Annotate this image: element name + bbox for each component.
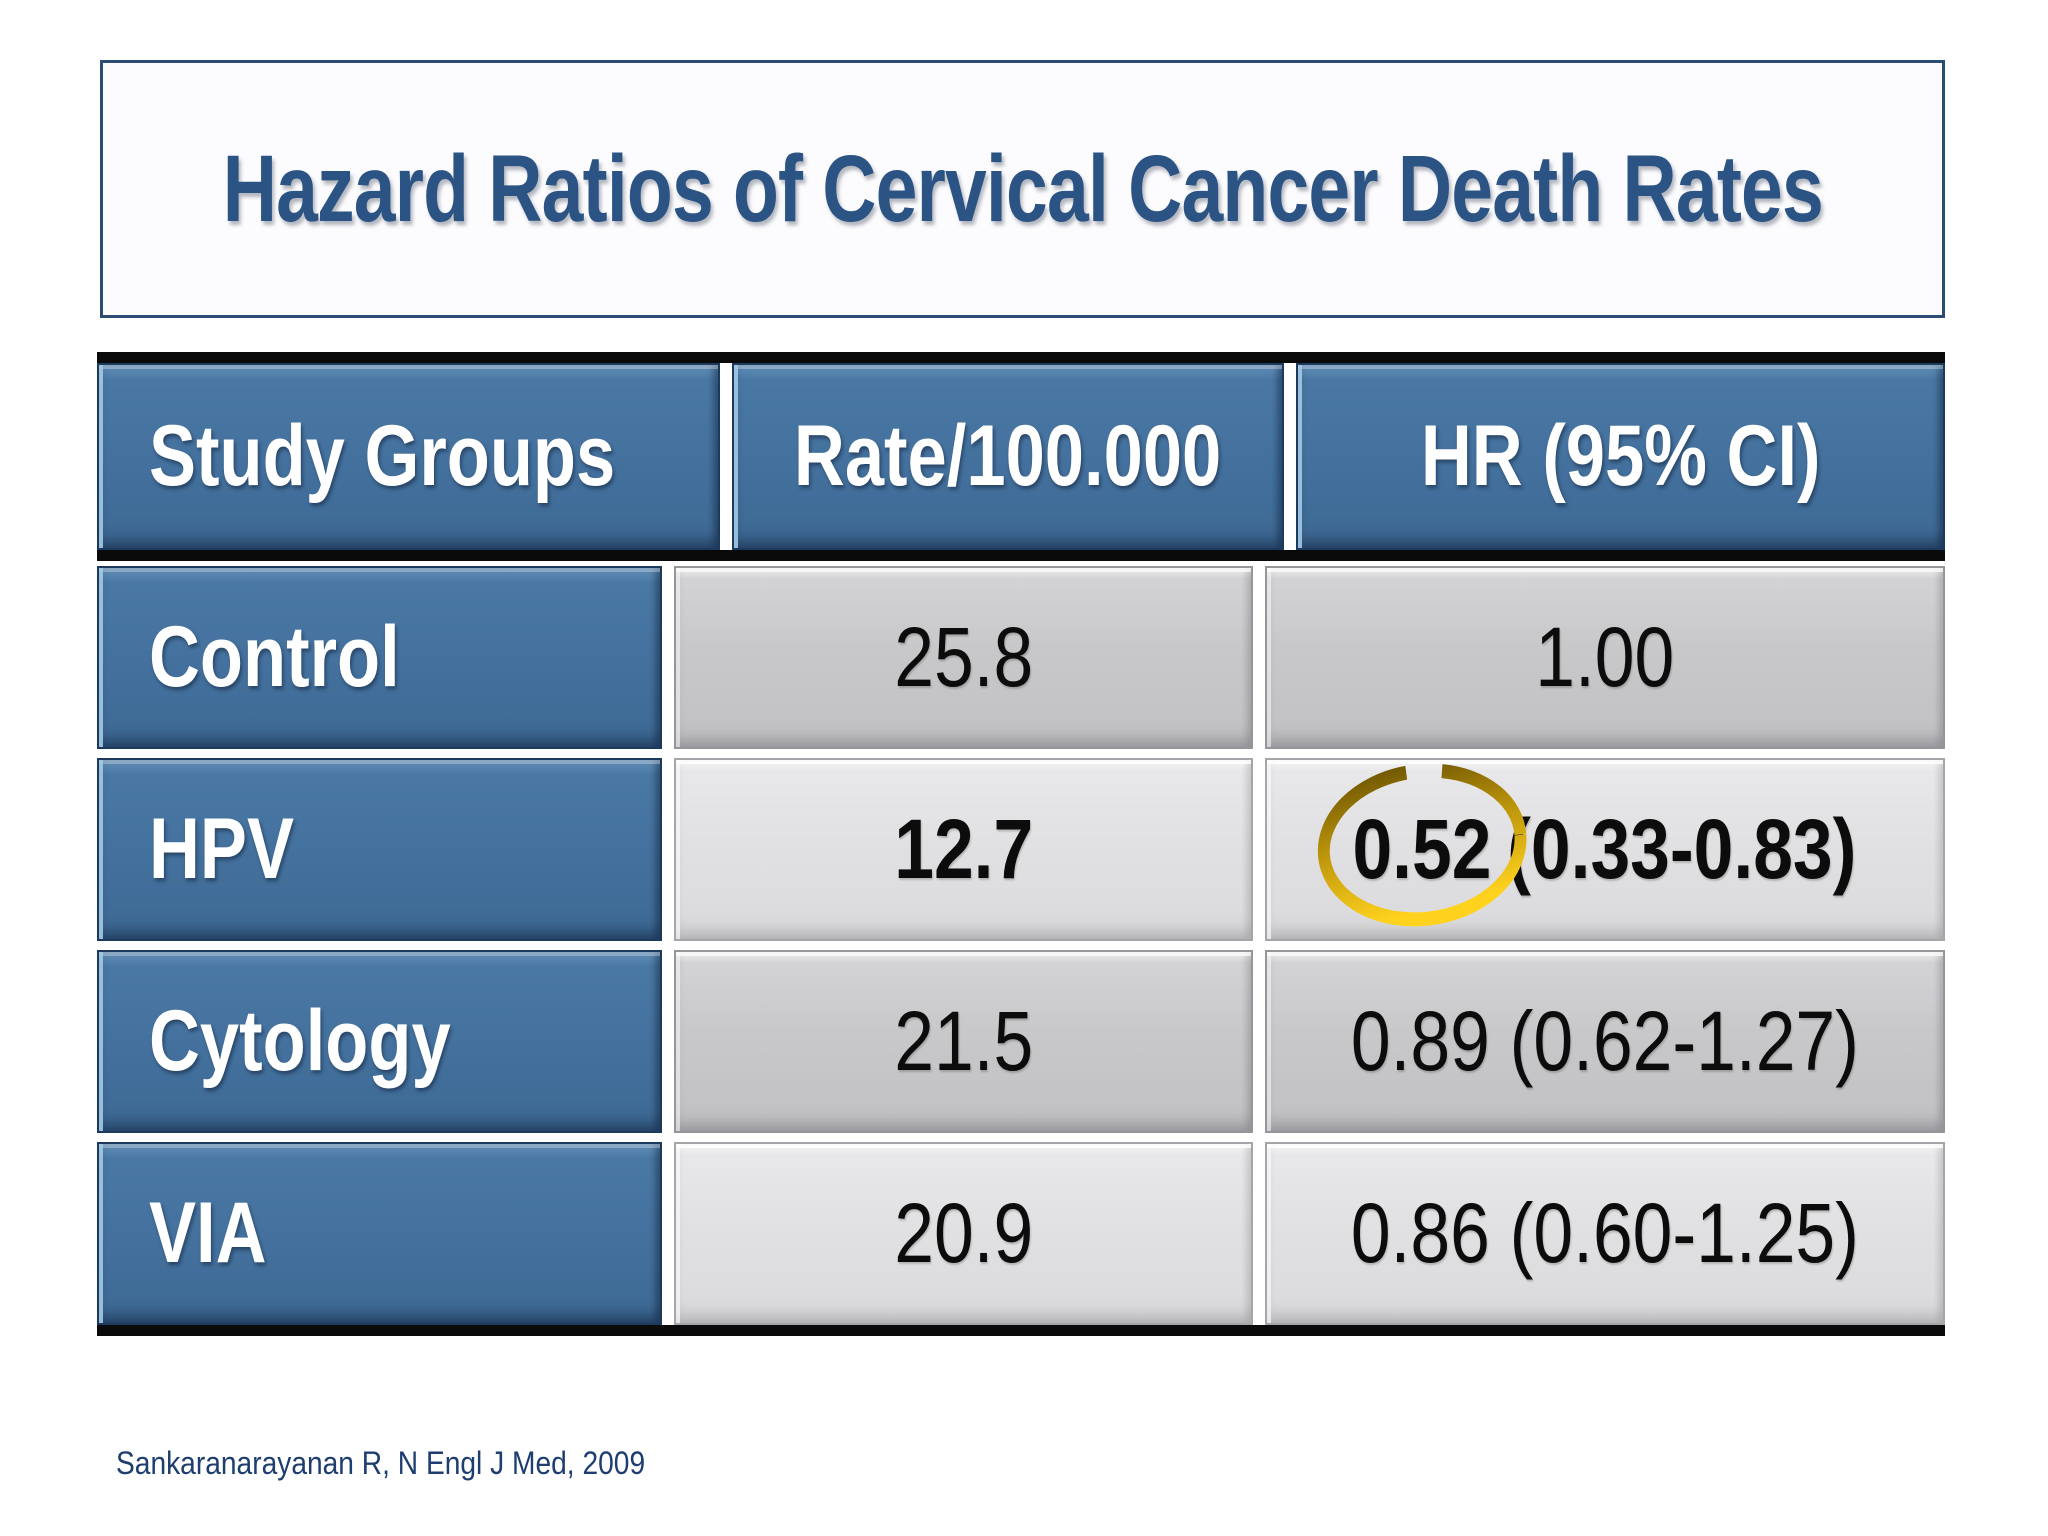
column-header-label: Study Groups	[149, 408, 616, 504]
rate-cell: 25.8	[674, 566, 1253, 749]
rate-value: 12.7	[893, 802, 1033, 896]
hr-cell: 1.00	[1264, 566, 1945, 749]
hr-value: 0.89 (0.62-1.27)	[1350, 994, 1859, 1088]
table-row-via: VIA 20.9 0.86 (0.60-1.25)	[97, 1142, 1945, 1325]
group-cell: Cytology	[97, 950, 663, 1133]
title-box: Hazard Ratios of Cervical Cancer Death R…	[100, 60, 1945, 318]
group-cell: HPV	[97, 758, 663, 941]
column-header-label: Rate/100.000	[793, 408, 1222, 504]
group-label: Cytology	[149, 993, 451, 1089]
header-cell-rate: Rate/100.000	[731, 363, 1284, 550]
group-cell: Control	[97, 566, 663, 749]
rate-cell: 12.7	[674, 758, 1253, 941]
group-cell: VIA	[97, 1142, 663, 1325]
rate-cell: 20.9	[674, 1142, 1253, 1325]
table-header-row: Study Groups Rate/100.000 HR (95% CI)	[97, 363, 1945, 550]
rate-value: 25.8	[893, 610, 1033, 704]
header-cell-study-groups: Study Groups	[97, 363, 720, 550]
hr-cell: 0.86 (0.60-1.25)	[1264, 1142, 1945, 1325]
table-top-border	[97, 352, 1945, 363]
rate-value: 21.5	[893, 994, 1033, 1088]
hr-cell: 0.52 (0.33-0.83)	[1264, 758, 1945, 941]
hr-cell: 0.89 (0.62-1.27)	[1264, 950, 1945, 1133]
column-header-label: HR (95% CI)	[1420, 408, 1821, 504]
hr-circled-value: 0.52	[1352, 802, 1492, 896]
header-separator-border	[97, 550, 1945, 561]
hr-value: 0.86 (0.60-1.25)	[1350, 1186, 1859, 1280]
hazard-ratio-table: Study Groups Rate/100.000 HR (95% CI) Co…	[97, 352, 1945, 1336]
table-bottom-border	[97, 1325, 1945, 1336]
citation: Sankaranarayanan R, N Engl J Med, 2009	[116, 1445, 646, 1481]
table-row-control: Control 25.8 1.00	[97, 566, 1945, 749]
hr-value: 0.52 (0.33-0.83)	[1318, 763, 1857, 926]
hr-confidence-interval: (0.33-0.83)	[1507, 802, 1857, 896]
group-label: Control	[149, 609, 400, 705]
table-row-cytology: Cytology 21.5 0.89 (0.62-1.27)	[97, 950, 1945, 1133]
rate-value: 20.9	[893, 1186, 1033, 1280]
header-cell-hr: HR (95% CI)	[1295, 363, 1945, 550]
hr-value: 1.00	[1535, 610, 1675, 704]
highlighted-value-anchor: 0.52	[1318, 763, 1527, 926]
rate-cell: 21.5	[674, 950, 1253, 1133]
group-label: VIA	[149, 1185, 267, 1281]
group-label: HPV	[149, 801, 295, 897]
slide-title: Hazard Ratios of Cervical Cancer Death R…	[222, 135, 1823, 242]
table-row-hpv: HPV 12.7	[97, 758, 1945, 941]
